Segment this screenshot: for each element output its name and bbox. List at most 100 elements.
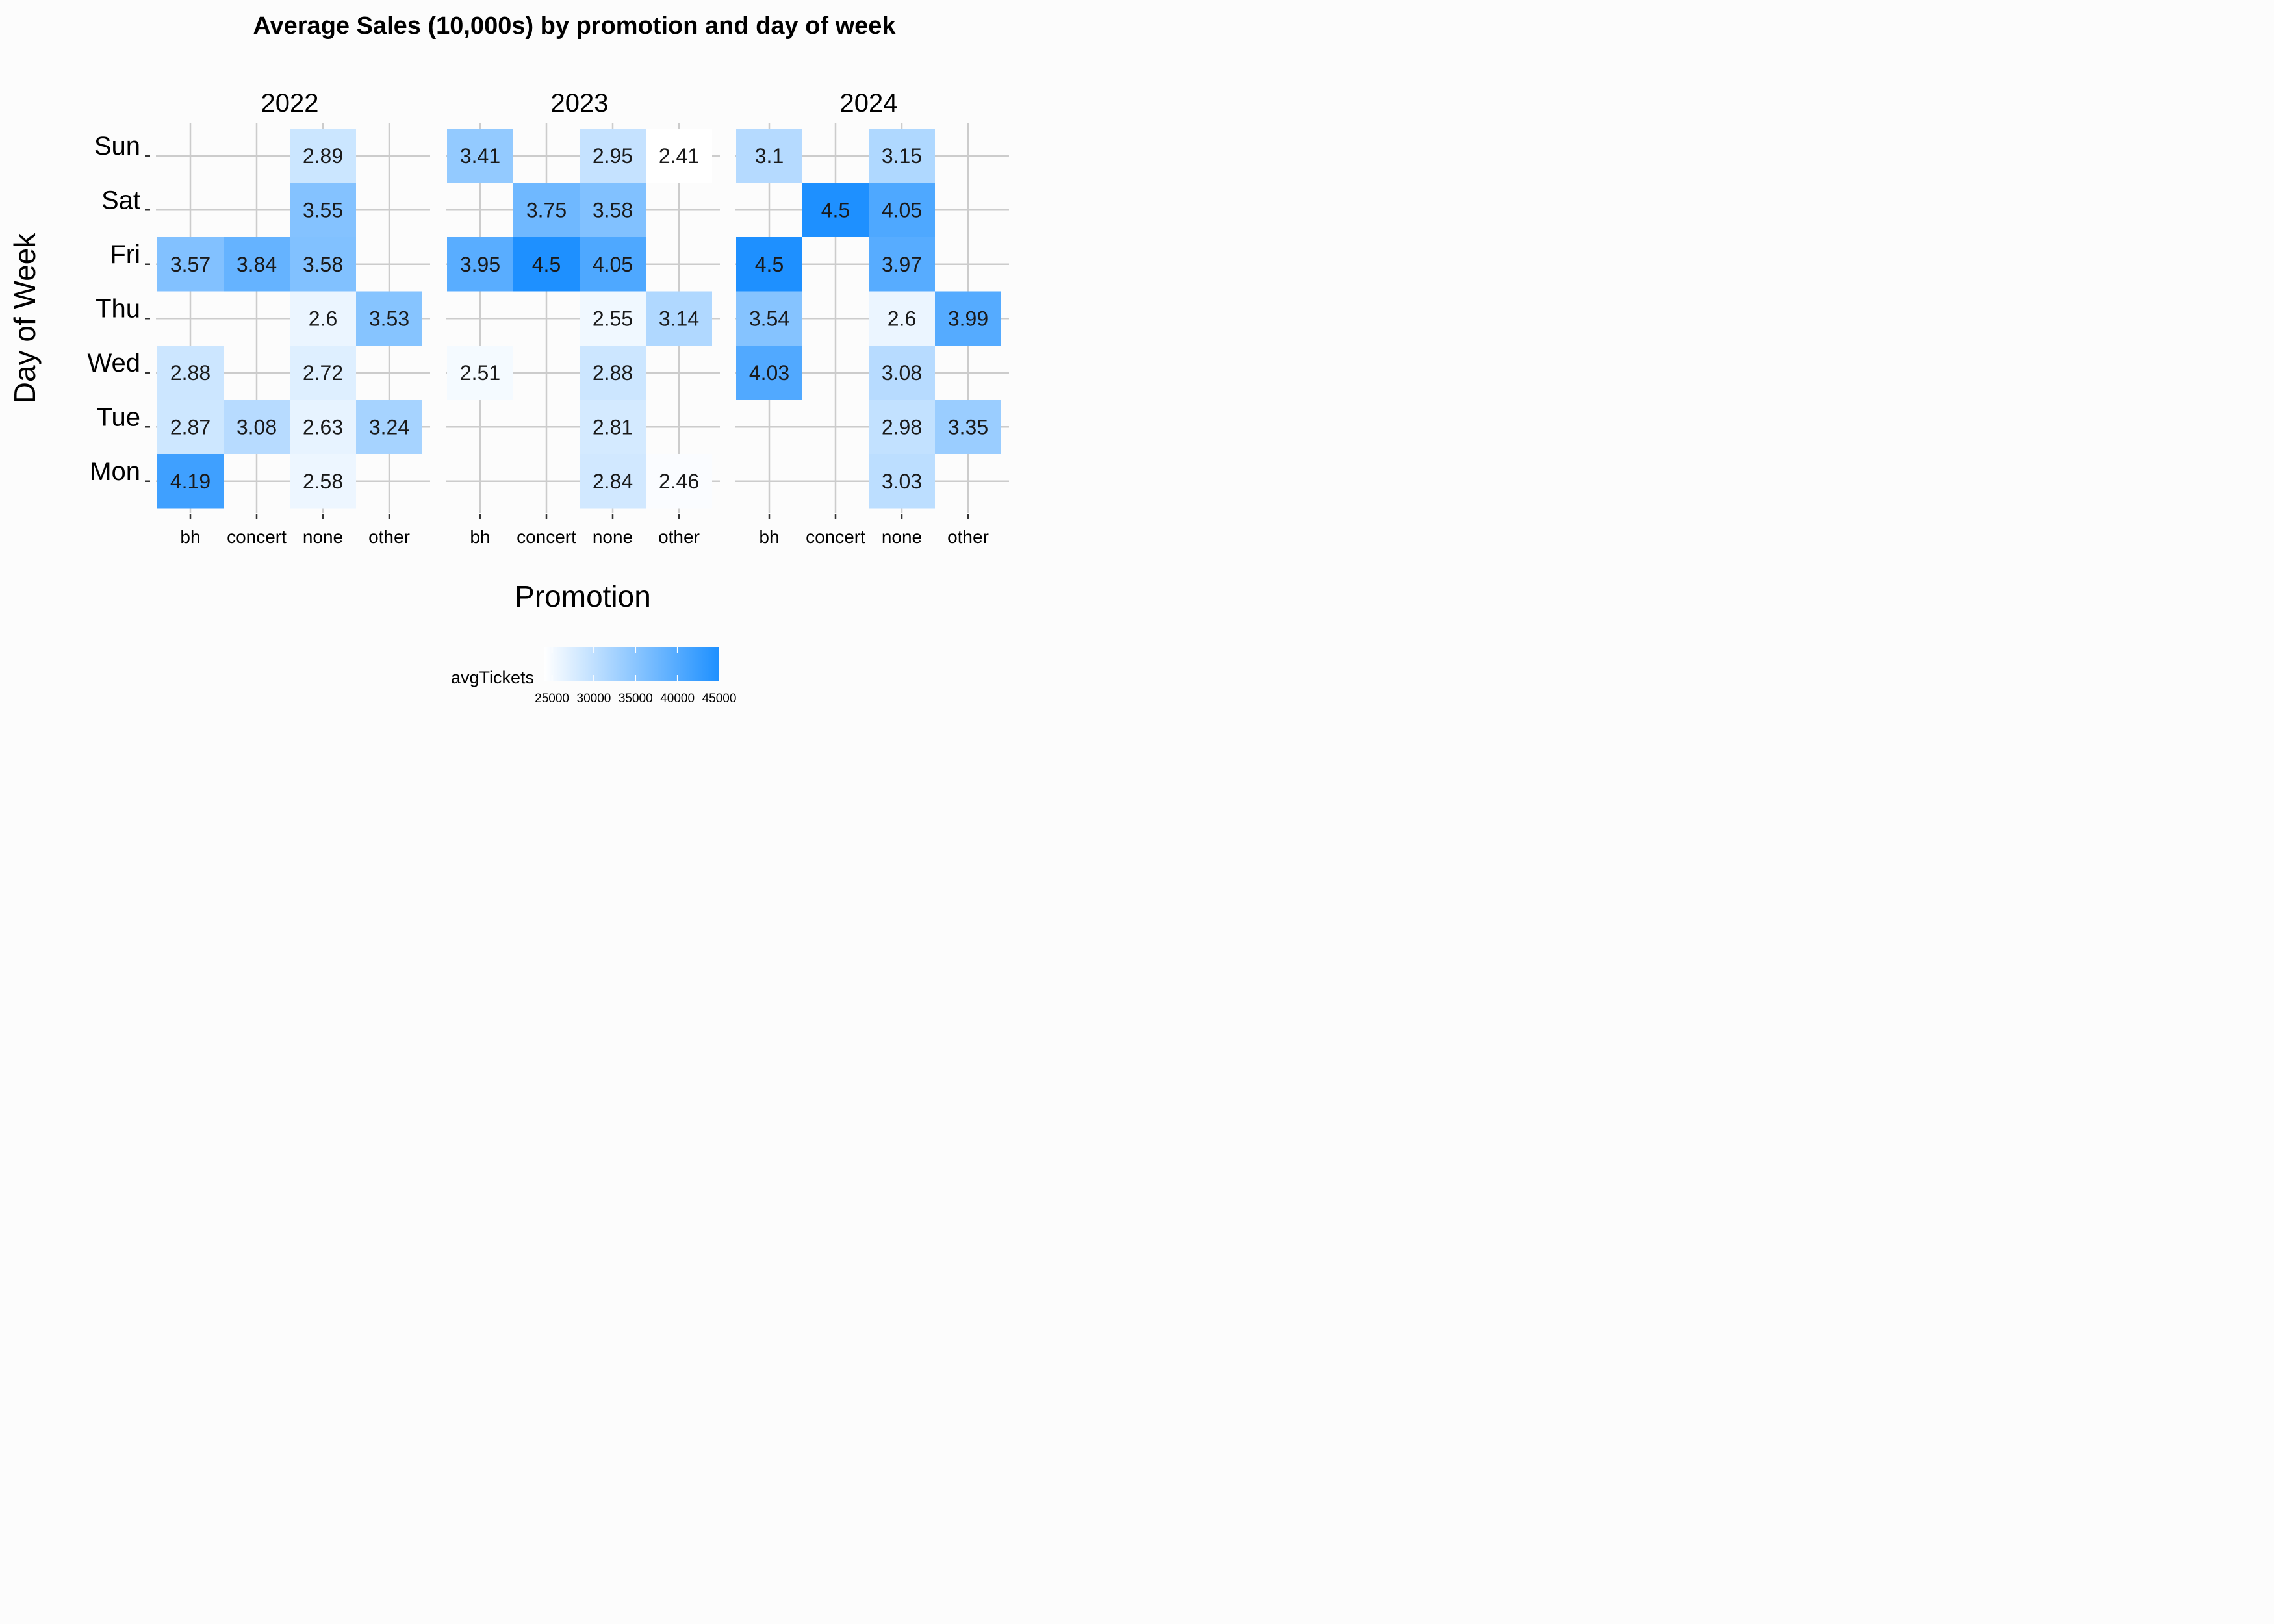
cell-value-label: 3.84 (236, 253, 277, 276)
cell-value-label: 4.5 (532, 253, 561, 276)
cell-value-label: 2.98 (882, 415, 922, 438)
facet-label: 2024 (840, 89, 898, 118)
y-tick-label: Fri (110, 240, 140, 269)
legend-tick-label: 30000 (577, 692, 611, 705)
legend-colorbar (544, 647, 719, 681)
cell-value-label: 4.19 (170, 470, 211, 493)
cell-value-label: 2.88 (170, 361, 211, 385)
legend-tick-label: 25000 (535, 692, 569, 705)
cell-value-label: 4.03 (749, 361, 789, 385)
heatmap-cell (290, 129, 356, 183)
heatmap-cell (736, 237, 802, 292)
heatmap-cell (646, 454, 712, 509)
y-tick-label: Tue (97, 403, 140, 431)
cell-value-label: 2.41 (659, 144, 699, 168)
cell-value-label: 2.72 (303, 361, 343, 385)
cell-value-label: 3.03 (882, 470, 922, 493)
cell-value-label: 3.08 (236, 415, 277, 438)
x-tick-label: bh (759, 527, 779, 547)
heatmap-cell (869, 346, 935, 400)
x-tick-label: none (303, 527, 343, 547)
cell-value-label: 2.6 (309, 307, 337, 330)
legend-ticks: 25000 30000 35000 40000 45000 (535, 647, 736, 705)
cell-value-label: 2.55 (593, 307, 633, 330)
heatmap-cell (736, 291, 802, 346)
heatmap-cell (224, 237, 290, 292)
heatmap-cell (736, 346, 802, 400)
facet-panel-2023: 2023 3.41 2.95 2.41 3.75 3.58 3.95 4.5 4.05 2.55 3… (446, 89, 720, 547)
legend-tick-label: 45000 (702, 692, 737, 705)
cell-value-label: 2.89 (303, 144, 343, 168)
heatmap-cell (869, 400, 935, 454)
heatmap-cell (356, 291, 422, 346)
heatmap-cell (513, 183, 580, 237)
heatmap-cell (580, 237, 646, 292)
cell-value-label: 4.05 (593, 253, 633, 276)
facet-panel-2024: 2024 3.1 3.15 4.5 4.05 4.5 3.97 3.54 2.6 3.99 4.03… (735, 89, 1009, 547)
cell-value-label: 2.58 (303, 470, 343, 493)
cell-value-label: 2.46 (659, 470, 699, 493)
cell-value-label: 3.53 (369, 307, 409, 330)
heatmap-cell (290, 183, 356, 237)
cell-value-label: 3.24 (369, 415, 409, 438)
cell-value-label: 3.15 (882, 144, 922, 168)
y-axis: Mon Tue Wed Thu Fri Sat Sun (87, 132, 150, 486)
heatmap-cell (580, 129, 646, 183)
heatmap-cell (447, 129, 513, 183)
cell-value-label: 4.5 (821, 198, 850, 222)
x-tick-label: none (882, 527, 922, 547)
heatmap-cell (447, 346, 513, 400)
chart-title: Average Sales (10,000s) by promotion and… (253, 12, 896, 40)
x-tick-label: other (368, 527, 410, 547)
heatmap-cell (869, 454, 935, 509)
heatmap-cell (646, 129, 712, 183)
legend-tick-label: 40000 (660, 692, 695, 705)
heatmap-cell (290, 291, 356, 346)
cell-value-label: 2.87 (170, 415, 211, 438)
cell-value-label: 2.81 (593, 415, 633, 438)
heatmap-cell (646, 291, 712, 346)
heatmap-cell (157, 237, 224, 292)
heatmap-cell (869, 237, 935, 292)
cell-value-label: 2.63 (303, 415, 343, 438)
heatmap-cell (580, 346, 646, 400)
heatmap-cell (580, 291, 646, 346)
cell-value-label: 3.54 (749, 307, 789, 330)
cell-value-label: 3.41 (460, 144, 500, 168)
cell-value-label: 2.95 (593, 144, 633, 168)
cell-value-label: 3.14 (659, 307, 699, 330)
y-axis-title: Day of Week (8, 233, 42, 403)
heatmap-cell (580, 400, 646, 454)
facet-panel-2022: 2022 2.89 3.55 3.57 3.84 3.58 2.6 3.53 2.88 2.72 2… (156, 89, 430, 547)
x-tick-label: bh (470, 527, 490, 547)
cell-value-label: 3.55 (303, 198, 343, 222)
heatmap-cell (447, 237, 513, 292)
facet-panels: 2022 2.89 3.55 3.57 3.84 3.58 2.6 3.53 2.88 2.72 2… (156, 89, 1009, 547)
x-tick-label: concert (227, 527, 287, 547)
cell-value-label: 3.58 (303, 253, 343, 276)
heatmap-cell (290, 454, 356, 509)
y-tick-label: Sun (94, 132, 140, 160)
cell-value-label: 3.99 (948, 307, 988, 330)
cell-value-label: 3.08 (882, 361, 922, 385)
heatmap-cell (224, 400, 290, 454)
heatmap-cell (513, 237, 580, 292)
cell-value-label: 3.97 (882, 253, 922, 276)
cell-value-label: 2.84 (593, 470, 633, 493)
x-tick-label: concert (806, 527, 865, 547)
y-tick-label: Wed (87, 349, 140, 377)
x-axis-title: Promotion (515, 579, 651, 613)
x-tick-label: other (947, 527, 989, 547)
heatmap-cell (802, 183, 869, 237)
x-tick-label: bh (180, 527, 200, 547)
cell-value-label: 2.6 (888, 307, 916, 330)
cell-value-label: 3.95 (460, 253, 500, 276)
cell-value-label: 3.57 (170, 253, 211, 276)
cell-value-label: 3.35 (948, 415, 988, 438)
y-tick-label: Mon (90, 457, 140, 486)
x-tick-label: none (593, 527, 633, 547)
heatmap-cell (290, 400, 356, 454)
heatmap-cell (869, 129, 935, 183)
heatmap-cell (869, 291, 935, 346)
cell-value-label: 3.1 (755, 144, 784, 168)
